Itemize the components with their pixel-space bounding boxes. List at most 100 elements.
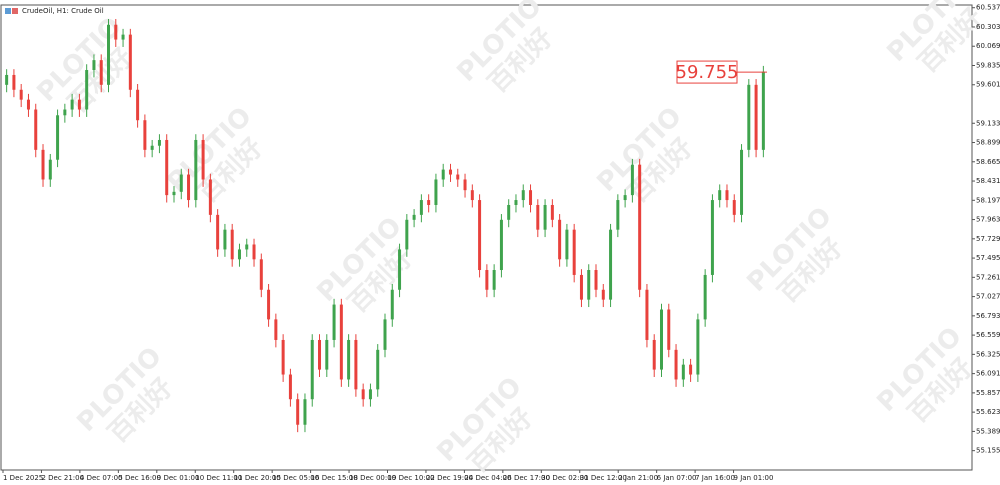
x-tick-label: 2 Jan 21:00 (618, 474, 658, 482)
candle-body (659, 309, 663, 370)
candle-body (368, 389, 372, 400)
candle-body (339, 304, 343, 380)
candle-body (390, 289, 394, 320)
candle-body (485, 270, 489, 290)
candle-body (543, 204, 547, 230)
candle-body (150, 145, 154, 150)
candle-body (187, 174, 191, 201)
x-tick-label: 9 Jan 01:00 (734, 474, 774, 482)
candle-body (725, 190, 729, 201)
candle-body (754, 84, 758, 150)
candle-body (12, 74, 16, 90)
candle-body (427, 200, 431, 205)
candle-body (34, 109, 38, 150)
candle-body (92, 60, 96, 71)
candle-body (609, 229, 613, 300)
candle-body (652, 339, 656, 370)
x-tick-label: 2 Dec 21:00 (41, 474, 84, 482)
candle-body (550, 204, 554, 220)
candle-body (274, 319, 278, 340)
x-tick-label: 9 Dec 01:00 (157, 474, 200, 482)
candle-body (448, 169, 452, 175)
candle-body (565, 229, 569, 260)
candle-body (696, 319, 700, 375)
x-tick-label: 1 Dec 2025 (3, 474, 43, 482)
candle-body (383, 319, 387, 350)
x-tick-label: 5 Dec 16:00 (118, 474, 161, 482)
candle-body (667, 309, 671, 350)
candle-body (332, 304, 336, 340)
y-tick-label: 58.899 (976, 139, 1000, 147)
y-tick-label: 56.325 (976, 350, 1000, 358)
candle-body (63, 109, 67, 116)
x-tick-label: 19 Dec 10:00 (388, 474, 435, 482)
x-tick-label: 22 Dec 19:00 (426, 474, 473, 482)
candle-body (456, 174, 460, 180)
candle-body (252, 244, 256, 260)
candle-body (165, 139, 169, 196)
candle-body (201, 139, 205, 180)
x-tick-label: 6 Jan 07:00 (657, 474, 697, 482)
candle-body (19, 89, 23, 100)
x-tick-label: 11 Dec 20:00 (234, 474, 281, 482)
candle-body (405, 219, 409, 250)
candle-body (623, 195, 627, 201)
y-tick-label: 55.857 (976, 389, 1000, 397)
chart-title: CrudeOil, H1: Crude Oil (22, 7, 104, 15)
x-tick-label: 24 Dec 04:00 (464, 474, 511, 482)
x-tick-label: 7 Jan 16:00 (695, 474, 735, 482)
x-tick-label: 10 Dec 11:00 (195, 474, 242, 482)
candle-body (419, 200, 423, 215)
x-tick-label: 15 Dec 05:00 (272, 474, 319, 482)
y-tick-label: 59.835 (976, 61, 1000, 69)
y-tick-label: 58.197 (976, 196, 1000, 204)
candle-body (681, 364, 685, 380)
candle-body (499, 219, 503, 271)
y-tick-label: 56.559 (976, 331, 1000, 339)
candle-body (99, 60, 103, 85)
candle-body (77, 99, 81, 110)
candle-body (747, 84, 751, 150)
y-tick-label: 59.133 (976, 119, 1000, 127)
candle-body (616, 200, 620, 230)
y-tick-label: 60.303 (976, 23, 1000, 31)
candle-body (121, 34, 125, 40)
candle-body (434, 179, 438, 205)
x-tick-label: 26 Dec 17:00 (503, 474, 550, 482)
candle-body (216, 214, 220, 250)
candle-body (347, 339, 351, 380)
y-tick-label: 57.729 (976, 235, 1000, 243)
candle-body (470, 190, 474, 201)
candle-body (710, 200, 714, 275)
candle-body (318, 339, 322, 370)
candle-body (230, 229, 234, 260)
candle-body (128, 34, 132, 90)
y-tick-label: 57.963 (976, 216, 1000, 224)
price-label: 59.755 (676, 62, 739, 83)
candle-body (208, 179, 212, 215)
candle-body (601, 289, 605, 300)
candle-body (85, 70, 89, 110)
candle-body (718, 190, 722, 201)
candle-body (41, 149, 45, 180)
candle-body (412, 214, 416, 220)
candle-body (194, 139, 198, 201)
x-tick-label: 4 Dec 07:00 (80, 474, 123, 482)
y-tick-label: 56.793 (976, 312, 1000, 320)
y-tick-label: 57.027 (976, 293, 1000, 301)
candle-body (558, 219, 562, 260)
candle-body (245, 244, 249, 250)
candle-body (56, 115, 60, 160)
candle-body (48, 159, 52, 180)
candle-body (740, 149, 744, 215)
candle-body (5, 74, 9, 85)
candle-body (107, 24, 111, 85)
x-tick-label: 30 Dec 02:00 (541, 474, 588, 482)
candle-body (281, 339, 285, 375)
icon (12, 8, 18, 14)
candle-body (259, 259, 263, 290)
candle-body (361, 389, 365, 400)
icon (5, 8, 11, 14)
y-tick-label: 56.091 (976, 370, 1000, 378)
